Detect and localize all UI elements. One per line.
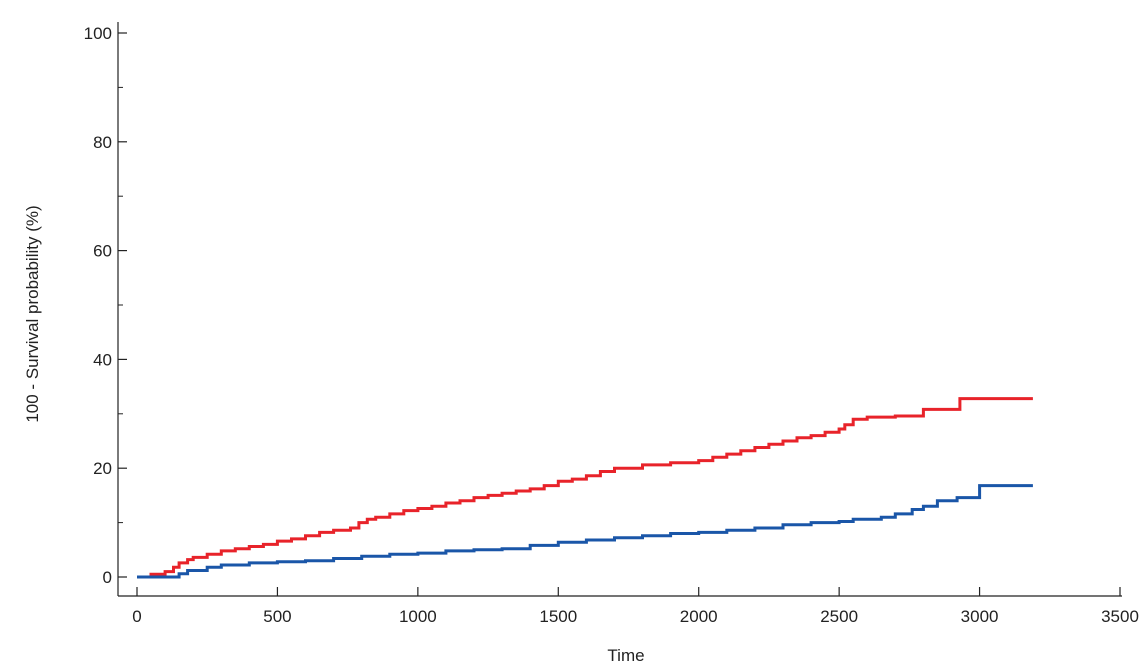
x-tick-label: 500: [263, 607, 291, 626]
y-tick-label: 60: [93, 242, 112, 261]
x-tick-label: 3000: [961, 607, 999, 626]
y-axis-title: 100 - Survival probability (%): [23, 205, 42, 422]
y-tick-label: 40: [93, 350, 112, 369]
x-tick-label: 2500: [820, 607, 858, 626]
x-tick-label: 0: [132, 607, 141, 626]
y-tick-label: 20: [93, 459, 112, 478]
y-tick-label: 80: [93, 133, 112, 152]
x-tick-label: 1000: [399, 607, 437, 626]
series-layer: [137, 397, 1033, 579]
y-tick-label: 100: [84, 24, 112, 43]
series-line-1: [137, 397, 1033, 579]
x-axis-title: Time: [607, 646, 644, 665]
x-tick-label: 2000: [680, 607, 718, 626]
series-line-2: [137, 484, 1033, 579]
y-tick-label: 0: [103, 568, 112, 587]
x-tick-label: 3500: [1101, 607, 1139, 626]
x-tick-label: 1500: [539, 607, 577, 626]
